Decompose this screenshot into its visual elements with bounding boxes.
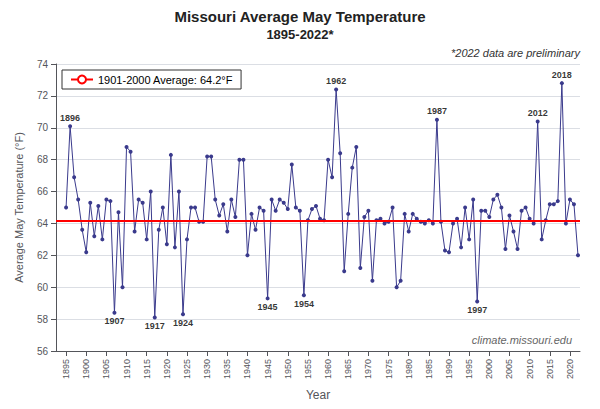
svg-text:Year: Year [306,388,330,402]
svg-text:1997: 1997 [467,305,487,315]
svg-text:1995: 1995 [464,359,474,379]
svg-text:1930: 1930 [202,359,212,379]
svg-text:1940: 1940 [242,359,252,379]
svg-text:68: 68 [37,154,49,165]
svg-text:1962: 1962 [326,76,346,86]
svg-text:2010: 2010 [525,359,535,379]
svg-text:1917: 1917 [145,321,165,331]
svg-text:66: 66 [37,186,49,197]
svg-text:2005: 2005 [504,359,514,379]
svg-text:1920: 1920 [162,359,172,379]
svg-text:1895: 1895 [61,359,71,379]
svg-text:1990: 1990 [444,359,454,379]
svg-text:Missouri Average May Temperatu: Missouri Average May Temperature [174,8,425,25]
svg-text:1915: 1915 [142,359,152,379]
svg-text:1950: 1950 [283,359,293,379]
svg-text:56: 56 [37,346,49,357]
svg-text:2015: 2015 [545,359,555,379]
svg-text:1945: 1945 [258,302,278,312]
svg-text:1945: 1945 [263,359,273,379]
svg-text:2018: 2018 [552,70,572,80]
svg-text:1895-2022*: 1895-2022* [266,27,334,42]
svg-text:1924: 1924 [173,318,193,328]
svg-text:*2022 data are preliminary: *2022 data are preliminary [451,47,582,59]
svg-text:Average May Temperature (°F): Average May Temperature (°F) [13,132,25,283]
svg-text:1987: 1987 [427,106,447,116]
svg-text:1960: 1960 [323,359,333,379]
svg-text:1970: 1970 [363,359,373,379]
svg-text:72: 72 [37,90,49,101]
svg-text:2020: 2020 [565,359,575,379]
svg-text:1900: 1900 [81,359,91,379]
svg-text:1975: 1975 [384,359,394,379]
svg-text:1954: 1954 [294,299,314,309]
svg-text:2012: 2012 [528,108,548,118]
svg-text:1907: 1907 [104,316,124,326]
svg-text:74: 74 [37,59,49,70]
svg-text:58: 58 [37,314,49,325]
svg-text:1925: 1925 [182,359,192,379]
svg-text:1985: 1985 [424,359,434,379]
svg-text:2000: 2000 [484,359,494,379]
svg-text:1955: 1955 [303,359,313,379]
svg-text:1905: 1905 [101,359,111,379]
svg-text:1980: 1980 [404,359,414,379]
svg-text:1896: 1896 [60,113,80,123]
svg-text:1965: 1965 [343,359,353,379]
svg-text:1901-2000 Average: 64.2°F: 1901-2000 Average: 64.2°F [98,74,233,86]
svg-text:70: 70 [37,122,49,133]
svg-text:climate.missouri.edu: climate.missouri.edu [472,334,572,346]
svg-text:60: 60 [37,282,49,293]
svg-text:1935: 1935 [222,359,232,379]
svg-text:1910: 1910 [122,359,132,379]
svg-text:64: 64 [37,218,49,229]
svg-text:62: 62 [37,250,49,261]
